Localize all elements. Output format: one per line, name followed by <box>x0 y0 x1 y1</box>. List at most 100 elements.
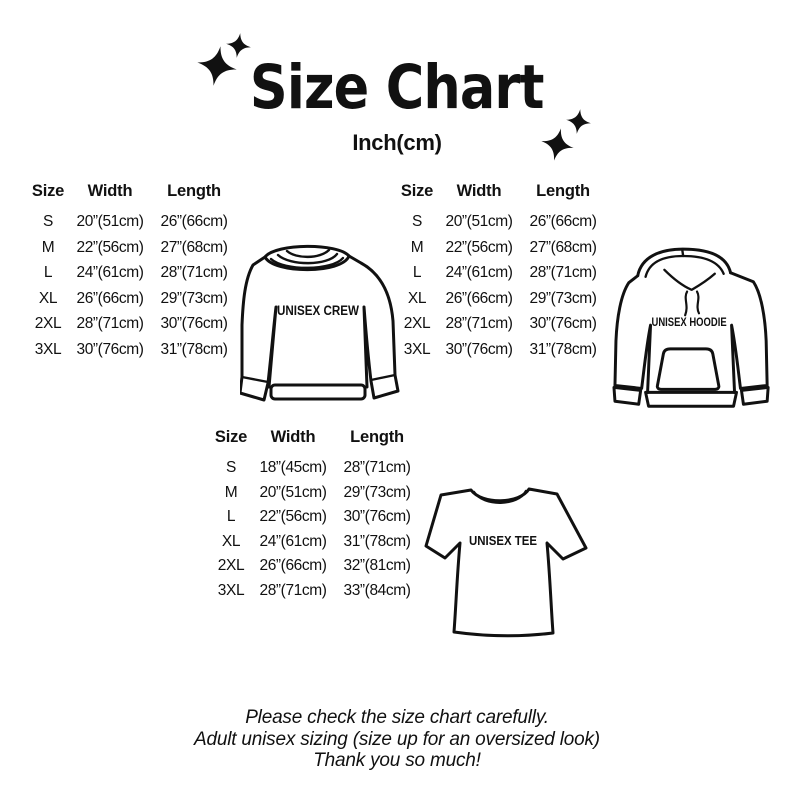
kangaroo-pocket <box>655 347 721 391</box>
footer-line: Please check the size chart carefully. <box>245 707 549 728</box>
measurement-cell: 30”(76cm) <box>160 315 228 332</box>
sparkle-icon <box>197 46 237 86</box>
hoodie-left-side <box>613 274 653 394</box>
sparkle-icon <box>566 109 591 134</box>
measurement-cell: 28”(71cm) <box>160 264 228 281</box>
column-header: Width <box>270 428 316 446</box>
hoodie-hem-band <box>644 390 738 408</box>
column-header: Length <box>536 182 590 200</box>
subtitle-wrap: Inch(cm) <box>0 130 794 156</box>
tee-outline <box>424 487 588 638</box>
measurement-cell: 27”(68cm) <box>529 238 597 256</box>
size-label-cell: XL <box>407 289 427 307</box>
measurement-cell: 27”(68cm) <box>160 238 228 256</box>
column-header: Length <box>167 182 221 200</box>
size-label-cell: M <box>224 483 238 501</box>
measurement-cell: 20”(51cm) <box>76 213 144 230</box>
column-header: Size <box>214 428 248 446</box>
size-label-cell: XL <box>221 532 241 550</box>
footer-line: Thank you so much! <box>313 750 481 771</box>
size-label-cell: 2XL <box>403 315 431 332</box>
header: Size Chart <box>0 52 794 123</box>
crew-right-cuff-line <box>369 373 397 382</box>
measurement-cell: 28”(71cm) <box>529 264 597 281</box>
column-header: Width <box>456 182 502 200</box>
measurement-cell: 33”(84cm) <box>343 581 411 599</box>
tee-garment-label: UNISEX TEE <box>469 534 537 548</box>
size-label-cell: M <box>410 238 424 256</box>
tee-illustration: UNISEX TEE <box>424 487 588 638</box>
size-label-cell: 3XL <box>34 340 62 358</box>
size-label-cell: S <box>43 213 53 230</box>
drawstring-left <box>684 290 689 317</box>
measurement-cell: 18”(45cm) <box>259 459 327 476</box>
measurement-cell: 22”(56cm) <box>76 238 144 256</box>
size-label-cell: 2XL <box>217 557 245 574</box>
page-title: Size Chart <box>250 52 545 123</box>
size-label-cell: L <box>43 264 53 281</box>
measurement-cell: 26”(66cm) <box>445 289 513 307</box>
measurement-cell: 26”(66cm) <box>160 213 228 230</box>
measurement-cell: 22”(56cm) <box>445 238 513 256</box>
footer-line: Adult unisex sizing (size up for an over… <box>194 728 600 750</box>
measurement-cell: 30”(76cm) <box>76 340 144 358</box>
crew-left-cuff-line <box>240 375 270 384</box>
sparkle-icon <box>226 33 251 58</box>
size-label-cell: S <box>226 459 236 476</box>
measurement-cell: 30”(76cm) <box>529 315 597 332</box>
measurement-cell: 31”(78cm) <box>343 532 411 550</box>
crew-hem-band <box>269 383 367 401</box>
measurement-cell: 26”(66cm) <box>259 557 327 574</box>
crew-right-side <box>347 254 400 400</box>
measurement-cell: 30”(76cm) <box>343 508 411 525</box>
measurement-cell: 29”(73cm) <box>160 289 228 307</box>
hood-v-right <box>690 272 716 291</box>
hoodie-garment-label: UNISEX HOODIE <box>652 315 727 329</box>
measurement-cell: 31”(78cm) <box>529 340 597 358</box>
tee-size-table: Size Width Length S 18”(45cm) 28”(71cm) M 20”(5… <box>211 428 419 606</box>
measurement-cell: 32”(81cm) <box>343 557 411 574</box>
measurement-cell: 30”(76cm) <box>445 340 513 358</box>
column-header: Length <box>350 428 404 446</box>
measurement-cell: 24”(61cm) <box>259 532 327 550</box>
size-label-cell: L <box>226 508 236 525</box>
crew-left-side <box>240 255 278 402</box>
hood-v-left <box>663 268 693 291</box>
measurement-cell: 28”(71cm) <box>259 581 327 599</box>
measurement-cell: 20”(51cm) <box>445 213 513 230</box>
crew-collar-rib <box>285 248 331 259</box>
size-label-cell: 3XL <box>403 340 431 358</box>
column-header: Width <box>87 182 133 200</box>
size-label-cell: 3XL <box>217 581 245 599</box>
measurement-cell: 29”(73cm) <box>529 289 597 307</box>
measurement-cell: 20”(51cm) <box>259 483 327 501</box>
hoodie-size-table: Size Width Length S 20”(51cm) 26”(66cm) M 22”(5… <box>397 182 605 366</box>
measurement-cell: 31”(78cm) <box>160 340 228 358</box>
hood-outline <box>636 247 733 278</box>
crew-collar-rib <box>276 252 339 265</box>
size-label-cell: L <box>412 264 422 281</box>
hood-inner-edge <box>644 254 725 278</box>
measurement-cell: 24”(61cm) <box>445 264 513 281</box>
hoodie-illustration: UNISEX HOODIE <box>612 247 770 408</box>
crew-size-table: Size Width Length S 20”(51cm) 26”(66cm) M 22”(5… <box>28 182 236 366</box>
footer-note: Please check the size chart carefully. A… <box>0 707 794 772</box>
measurement-cell: 29”(73cm) <box>343 483 411 501</box>
measurement-cell: 22”(56cm) <box>259 508 327 525</box>
crew-collar-rib <box>269 256 345 270</box>
drawstring-right <box>695 290 701 315</box>
measurement-cell: 24”(61cm) <box>76 264 144 281</box>
hoodie-left-cuff <box>612 385 643 406</box>
crew-garment-label: UNISEX CREW <box>277 303 359 318</box>
hoodie-right-cuff <box>739 385 770 406</box>
measurement-cell: 28”(71cm) <box>76 315 144 332</box>
size-label-cell: S <box>412 213 422 230</box>
sparkle-icon <box>541 128 574 161</box>
measurement-cell: 26”(66cm) <box>76 289 144 307</box>
measurement-cell: 28”(71cm) <box>445 315 513 332</box>
size-label-cell: 2XL <box>34 315 62 332</box>
column-header: Size <box>31 182 65 200</box>
units-subtitle: Inch(cm) <box>352 130 442 155</box>
crew-sweatshirt-illustration: UNISEX CREW <box>240 244 400 402</box>
